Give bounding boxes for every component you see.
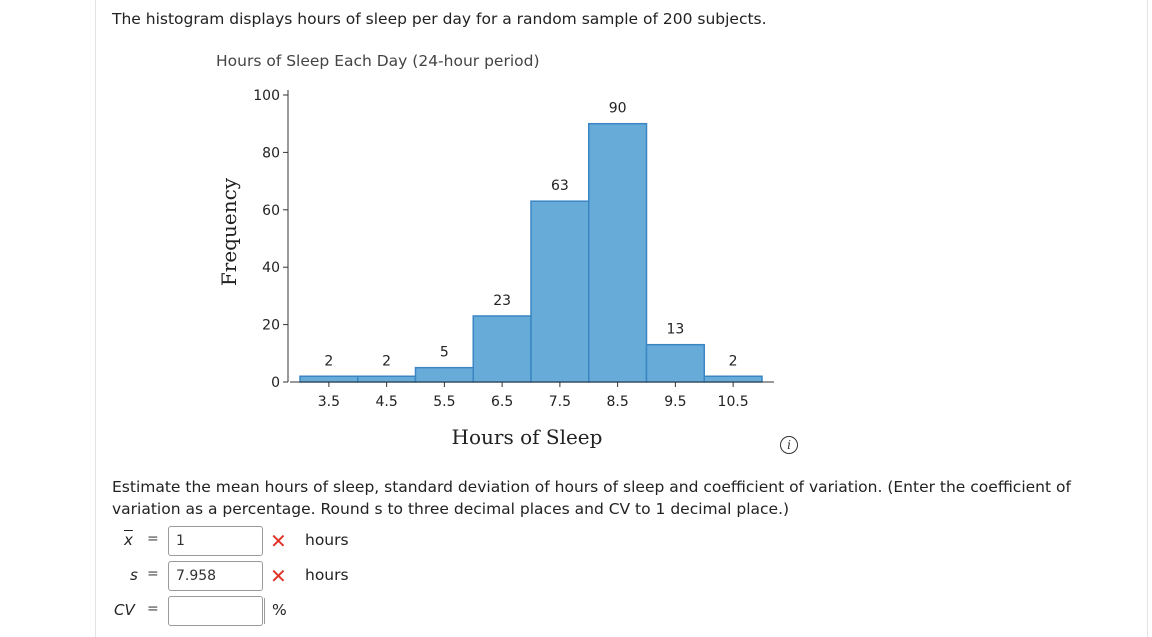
x-tick-label: 10.5 xyxy=(718,394,749,410)
x-tick-label: 5.5 xyxy=(433,394,455,410)
info-icon[interactable]: i xyxy=(780,436,798,454)
sd-input[interactable] xyxy=(168,561,263,591)
histogram-bar xyxy=(588,122,648,383)
bar-data-label: 2 xyxy=(382,353,391,369)
histogram-bar xyxy=(530,200,590,383)
mean-unit: hours xyxy=(305,531,349,549)
sd-symbol: s xyxy=(130,566,138,584)
y-axis-title: Frequency xyxy=(217,177,241,286)
histogram-chart: 0 20 40 60 80 100 3.5 4.5 5.5 6.5 7.5 8.5 9.5 10.5 2… xyxy=(217,88,774,449)
chart-title: Hours of Sleep Each Day (24-hour period) xyxy=(216,52,540,70)
x-tick-label: 6.5 xyxy=(491,394,513,410)
y-tick-label: 20 xyxy=(262,318,280,334)
cv-symbol: CV xyxy=(114,601,135,619)
y-tick-label: 100 xyxy=(253,88,280,104)
histogram-bar xyxy=(299,375,359,383)
histogram-bar xyxy=(472,315,532,383)
cv-input[interactable] xyxy=(168,596,263,626)
equals-sign: = xyxy=(147,601,159,617)
x-tick-label: 7.5 xyxy=(549,394,571,410)
y-tick-label: 60 xyxy=(262,203,280,219)
bar-data-label: 2 xyxy=(324,353,333,369)
histogram-bar xyxy=(703,375,763,383)
bar-data-label: 5 xyxy=(440,345,449,361)
intro-text: The histogram displays hours of sleep pe… xyxy=(112,10,767,28)
incorrect-icon: ✕ xyxy=(270,529,287,553)
unit-separator xyxy=(264,598,265,624)
bar-data-label: 90 xyxy=(609,101,627,117)
y-tick-label: 0 xyxy=(271,375,280,391)
x-tick-label: 4.5 xyxy=(375,394,397,410)
question-panel xyxy=(95,0,1148,637)
question-text: Estimate the mean hours of sleep, standa… xyxy=(112,478,1071,518)
x-tick-label: 9.5 xyxy=(664,394,686,410)
bar-data-label: 2 xyxy=(729,353,738,369)
x-axis-title: Hours of Sleep xyxy=(452,425,603,449)
equals-sign: = xyxy=(147,566,159,582)
y-tick-label: 40 xyxy=(262,260,280,276)
cv-unit: % xyxy=(272,601,287,619)
bar-data-label: 13 xyxy=(666,322,684,338)
histogram-bar xyxy=(645,343,705,383)
y-tick-label: 80 xyxy=(262,145,280,161)
histogram-bar xyxy=(414,366,474,383)
x-tick-label: 3.5 xyxy=(318,394,340,410)
histogram-bar xyxy=(357,375,417,383)
sd-unit: hours xyxy=(305,566,349,584)
bar-data-label: 23 xyxy=(493,293,511,309)
incorrect-icon: ✕ xyxy=(270,564,287,588)
mean-symbol: x xyxy=(124,531,133,549)
x-tick-label: 8.5 xyxy=(606,394,628,410)
bar-data-label: 63 xyxy=(551,178,569,194)
mean-input[interactable] xyxy=(168,526,263,556)
equals-sign: = xyxy=(147,531,159,547)
